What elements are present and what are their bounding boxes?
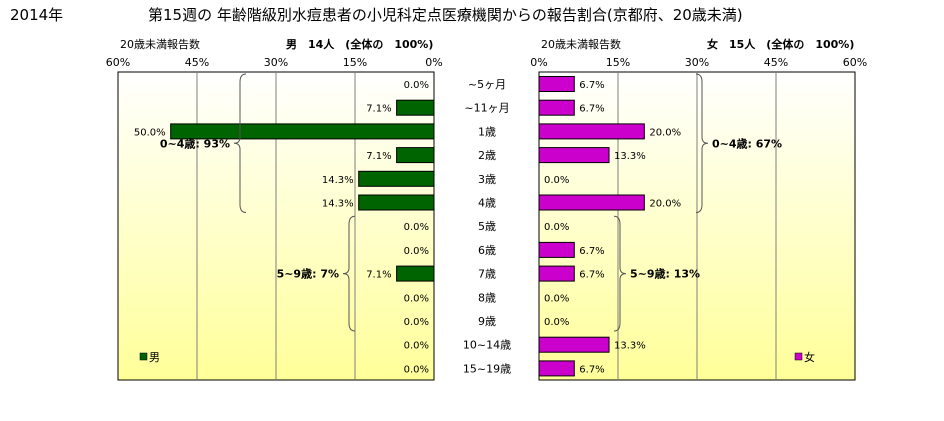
category-label: 15~19歳 <box>463 362 511 375</box>
female-data-label: 0.0% <box>544 222 569 233</box>
year-label: 2014年 <box>10 6 63 24</box>
category-label: 3歳 <box>478 173 496 186</box>
category-label: ~5ヶ月 <box>468 78 506 91</box>
male-group-annotation: 0~4歳: 93% <box>160 136 230 150</box>
female-data-label: 6.7% <box>579 246 604 257</box>
female-tick-label: 45% <box>764 56 788 69</box>
female-bar <box>538 360 575 377</box>
female-bar <box>538 99 575 116</box>
female-tick-label: 15% <box>606 56 630 69</box>
female-tick-label: 0% <box>530 56 547 69</box>
category-label: ~11ヶ月 <box>464 102 509 115</box>
female-bar <box>538 241 575 258</box>
male-data-label: 0.0% <box>404 364 429 375</box>
female-group-annotation: 5~9歳: 13% <box>630 267 700 281</box>
male-panel: 60% 45% 30% 15% 0% 20歳未満報告数 男 14人 (全体の 100%) 0.… <box>106 37 443 381</box>
female-data-label: 0.0% <box>544 317 569 328</box>
male-brace <box>342 215 356 332</box>
age-category-labels: ~5ヶ月 ~11ヶ月 1歳 2歳 3歳 4歳 5歳 6歳 7歳 8歳 9歳 10~14歳 15~19歳 <box>463 78 511 375</box>
male-legend-swatch <box>139 352 148 361</box>
male-data-label: 0.0% <box>404 80 429 91</box>
male-bar <box>396 99 435 116</box>
female-data-label: 6.7% <box>579 270 604 281</box>
male-subtitle-total: 男 14人 (全体の 100%) <box>286 37 433 51</box>
male-group-annotation: 5~9歳: 7% <box>277 267 339 281</box>
female-data-label: 13.3% <box>614 341 646 352</box>
female-legend-label: 女 <box>804 350 815 364</box>
category-label: 7歳 <box>478 268 496 281</box>
category-label: 9歳 <box>478 315 496 328</box>
female-subtitle-total: 女 15人 (全体の 100%) <box>707 37 854 51</box>
female-brace <box>613 215 627 332</box>
female-tick-label: 30% <box>685 56 709 69</box>
female-data-label: 0.0% <box>544 293 569 304</box>
female-bar <box>538 76 575 92</box>
male-data-label: 50.0% <box>134 127 166 138</box>
female-bar <box>538 194 645 211</box>
category-label: 2歳 <box>478 149 496 162</box>
male-data-label: 0.0% <box>404 246 429 257</box>
male-data-label: 0.0% <box>404 341 429 352</box>
category-label: 10~14歳 <box>463 339 511 352</box>
female-data-label: 13.3% <box>614 151 646 162</box>
male-subtitle-count-label: 20歳未満報告数 <box>120 38 200 51</box>
female-subtitle-count-label: 20歳未満報告数 <box>541 38 621 51</box>
male-bar <box>396 147 435 164</box>
male-data-label: 7.1% <box>366 151 391 162</box>
male-tick-label: 30% <box>264 56 288 69</box>
female-bar <box>538 336 610 353</box>
chart-title: 第15週の 年齢階級別水痘患者の小児科定点医療機関からの報告割合(京都府、20歳… <box>148 6 743 24</box>
female-tick-label: 60% <box>843 56 867 69</box>
category-label: 1歳 <box>478 125 496 138</box>
male-tick-label: 45% <box>185 56 209 69</box>
female-bar <box>538 265 575 282</box>
male-bar <box>358 170 435 187</box>
female-data-label: 20.0% <box>649 199 681 210</box>
female-data-label: 6.7% <box>579 80 604 91</box>
male-tick-label: 0% <box>425 56 442 69</box>
male-brace <box>233 73 247 213</box>
category-label: 4歳 <box>478 197 496 210</box>
male-data-label: 7.1% <box>366 104 391 115</box>
male-data-label: 0.0% <box>404 293 429 304</box>
male-tick-label: 60% <box>106 56 130 69</box>
category-label: 5歳 <box>478 220 496 233</box>
male-legend-label: 男 <box>149 351 160 364</box>
male-data-label: 14.3% <box>322 199 354 210</box>
male-data-label: 0.0% <box>404 222 429 233</box>
female-data-label: 6.7% <box>579 364 604 375</box>
female-data-label: 0.0% <box>544 175 569 186</box>
female-bar <box>538 147 610 164</box>
female-brace <box>695 73 709 213</box>
female-data-label: 6.7% <box>579 104 604 115</box>
male-data-label: 7.1% <box>366 270 391 281</box>
female-legend-swatch <box>794 352 803 361</box>
male-bar <box>170 123 435 140</box>
male-tick-label: 15% <box>343 56 367 69</box>
female-group-annotation: 0~4歳: 67% <box>712 136 782 150</box>
male-bar <box>358 194 435 211</box>
male-data-label: 14.3% <box>322 175 354 186</box>
female-data-label: 20.0% <box>649 127 681 138</box>
male-bar <box>396 265 435 282</box>
category-label: 6歳 <box>478 244 496 257</box>
female-bar <box>538 123 645 140</box>
category-label: 8歳 <box>478 291 496 304</box>
female-panel: 0% 15% 30% 45% 60% 20歳未満報告数 女 15人 (全体の 100%) 6.… <box>530 37 867 381</box>
male-data-label: 0.0% <box>404 317 429 328</box>
